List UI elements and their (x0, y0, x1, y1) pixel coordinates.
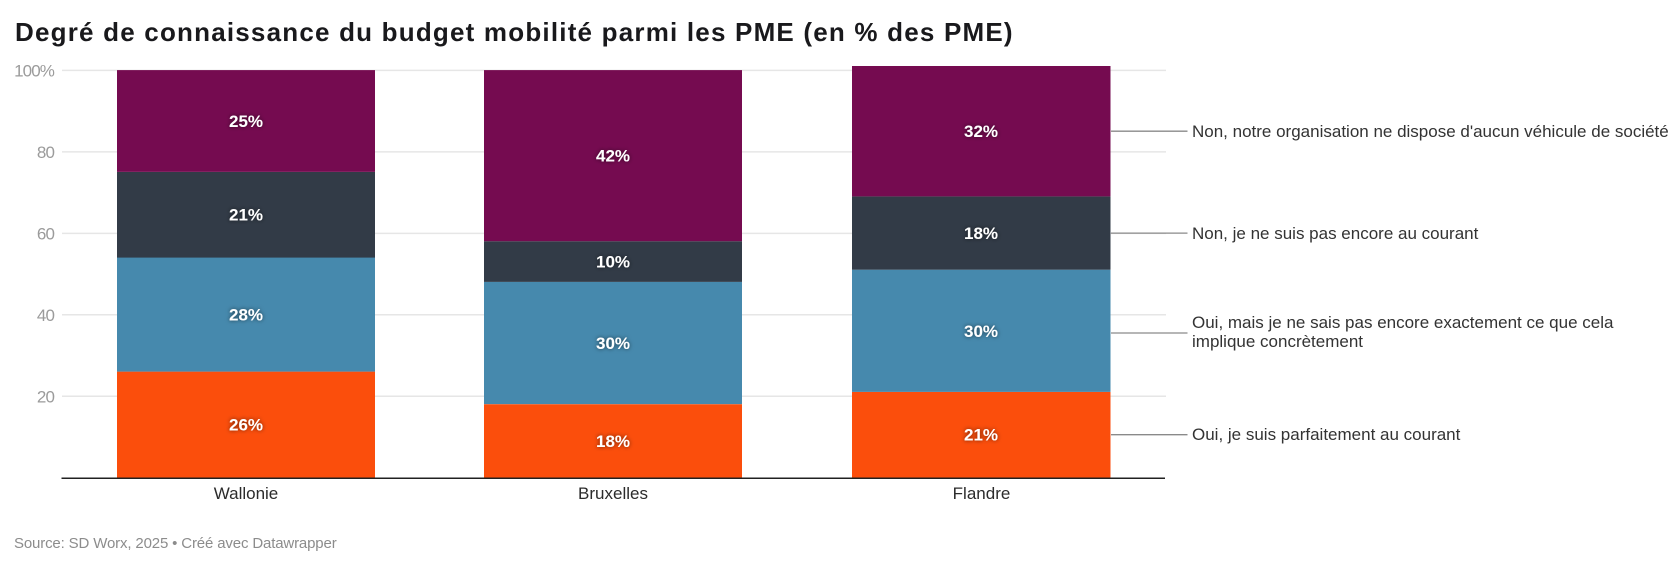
svg-text:100%: 100% (14, 61, 55, 80)
svg-text:20: 20 (37, 387, 55, 406)
svg-text:40: 40 (37, 306, 55, 325)
svg-text:Bruxelles: Bruxelles (578, 484, 648, 503)
svg-text:25%: 25% (229, 112, 263, 131)
svg-text:30%: 30% (964, 322, 998, 341)
svg-text:Flandre: Flandre (953, 484, 1011, 503)
svg-text:21%: 21% (229, 206, 263, 225)
svg-text:26%: 26% (229, 416, 263, 435)
svg-text:10%: 10% (596, 253, 630, 272)
svg-text:42%: 42% (596, 147, 630, 166)
svg-text:30%: 30% (596, 334, 630, 353)
svg-text:18%: 18% (964, 224, 998, 243)
svg-text:32%: 32% (964, 122, 998, 141)
svg-text:Wallonie: Wallonie (214, 484, 279, 503)
svg-text:28%: 28% (229, 306, 263, 325)
svg-text:80: 80 (37, 143, 55, 162)
svg-text:21%: 21% (964, 426, 998, 445)
svg-text:18%: 18% (596, 432, 630, 451)
svg-text:60: 60 (37, 224, 55, 243)
